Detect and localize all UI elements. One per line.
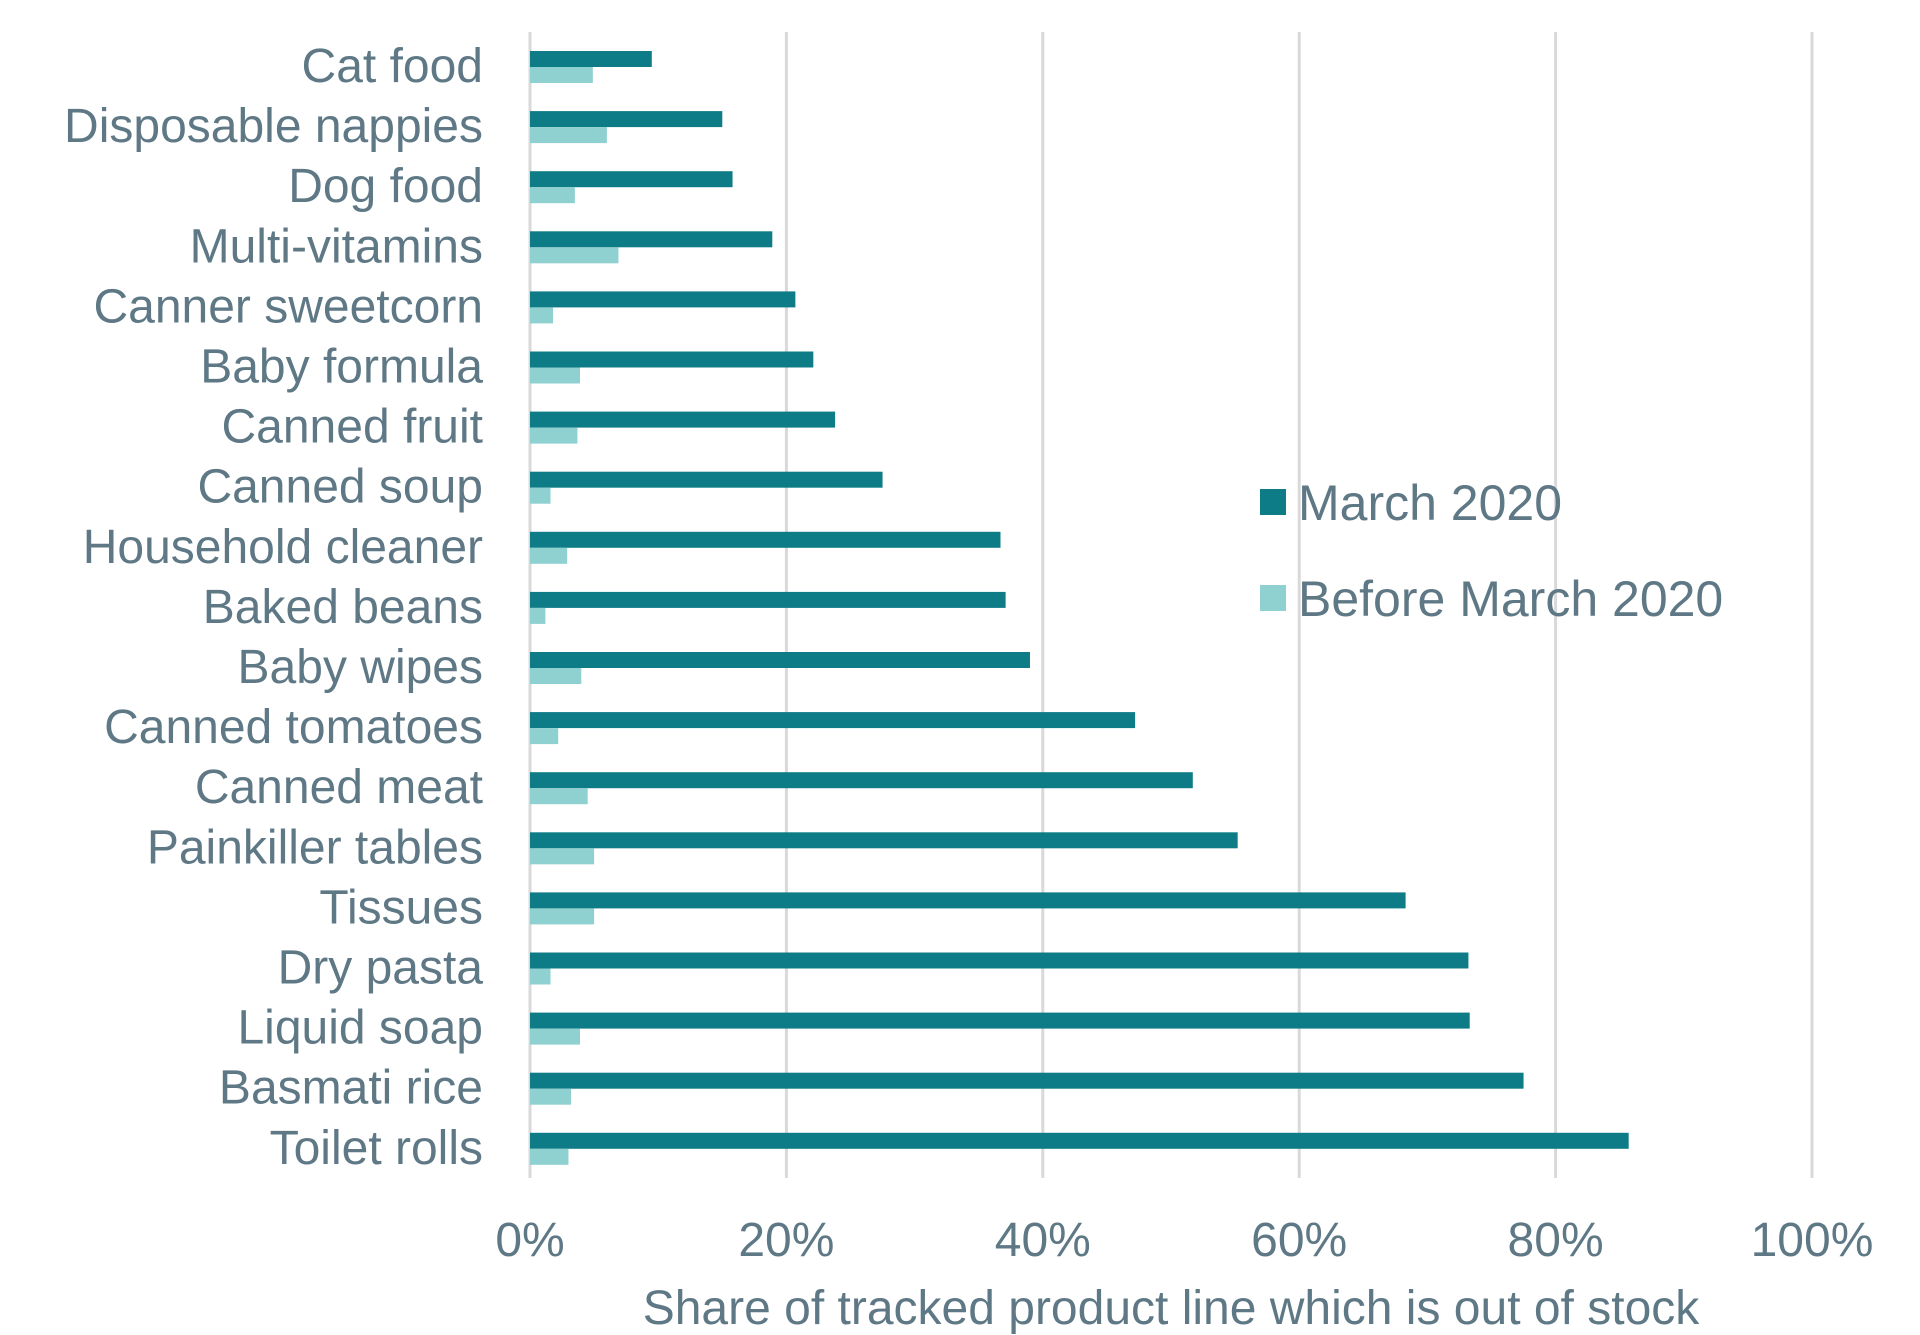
x-tick-label: 60% [1251,1214,1347,1267]
bar-before-march-2020-multi-vitamins [530,247,619,264]
bar-before-march-2020-household-cleaner [530,547,568,564]
bar-before-march-2020-basmati-rice [530,1088,572,1105]
category-label-canner-sweetcorn: Canner sweetcorn [93,280,483,333]
bar-before-march-2020-canned-meat [530,788,588,805]
category-label-baked-beans: Baked beans [203,581,483,634]
bar-before-march-2020-canned-fruit [530,427,578,444]
bar-march-2020-basmati-rice [530,1072,1524,1089]
legend-label-march-2020: March 2020 [1298,475,1562,531]
bar-march-2020-canned-fruit [530,411,836,428]
category-labels: Cat food Disposable nappies Dog food Multi-… [64,40,483,1175]
category-label-disposable-nappies: Disposable nappies [64,100,483,153]
bars [530,51,1629,1165]
legend-label-before-march-2020: Before March 2020 [1298,571,1723,627]
bar-before-march-2020-canned-soup [530,487,551,504]
bar-before-march-2020-baby-wipes [530,668,582,684]
legend-swatch-march-2020 [1260,489,1286,515]
bar-march-2020-dog-food [530,171,733,188]
legend: March 2020 Before March 2020 [1260,475,1723,627]
bar-before-march-2020-dry-pasta [530,968,551,985]
bar-march-2020-canned-meat [530,772,1193,789]
x-tick-label: 100% [1751,1214,1874,1267]
legend-swatch-before-march-2020 [1260,585,1286,611]
category-label-canned-fruit: Canned fruit [222,401,484,454]
bar-march-2020-baked-beans [530,591,1006,608]
category-label-cat-food: Cat food [302,40,483,93]
bar-march-2020-canned-tomatoes [530,712,1136,729]
x-tick-label: 20% [738,1214,834,1267]
bar-before-march-2020-baked-beans [530,607,546,624]
category-label-tissues: Tissues [319,881,483,934]
bar-march-2020-baby-wipes [530,652,1030,668]
bar-march-2020-liquid-soap [530,1012,1470,1029]
bar-march-2020-canned-soup [530,471,883,488]
category-label-baby-wipes: Baby wipes [238,641,483,694]
bar-before-march-2020-dog-food [530,187,575,204]
gridlines [528,32,1814,1178]
category-label-liquid-soap: Liquid soap [237,1002,483,1055]
category-label-household-cleaner: Household cleaner [83,521,483,574]
bar-before-march-2020-toilet-rolls [530,1148,569,1165]
bar-before-march-2020-cat-food [530,67,593,83]
x-axis-title: Share of tracked product line which is o… [643,1282,1701,1335]
bar-march-2020-toilet-rolls [530,1132,1629,1149]
x-tick-label: 80% [1508,1214,1604,1267]
bar-march-2020-dry-pasta [530,952,1469,969]
x-axis-ticks: 0% 20% 40% 60% 80% 100% [495,1214,1873,1267]
bar-before-march-2020-canner-sweetcorn [530,307,554,324]
bar-before-march-2020-baby-formula [530,367,580,384]
category-label-basmati-rice: Basmati rice [219,1062,483,1115]
bar-march-2020-cat-food [530,51,652,67]
bar-march-2020-painkiller-tables [530,832,1238,849]
bar-before-march-2020-liquid-soap [530,1028,580,1045]
bar-before-march-2020-canned-tomatoes [530,728,559,745]
category-label-dog-food: Dog food [288,160,483,213]
category-label-toilet-rolls: Toilet rolls [270,1122,483,1175]
bar-before-march-2020-painkiller-tables [530,848,595,865]
category-label-canned-meat: Canned meat [195,761,483,814]
category-label-baby-formula: Baby formula [200,341,483,394]
bar-march-2020-canner-sweetcorn [530,291,796,308]
bar-march-2020-household-cleaner [530,531,1001,548]
x-tick-label: 0% [495,1214,564,1267]
bar-march-2020-disposable-nappies [530,111,723,128]
category-label-canned-tomatoes: Canned tomatoes [104,701,483,754]
bar-before-march-2020-tissues [530,908,595,925]
bar-march-2020-multi-vitamins [530,231,773,248]
bar-march-2020-baby-formula [530,351,814,368]
category-label-canned-soup: Canned soup [197,461,483,514]
category-label-multi-vitamins: Multi-vitamins [190,220,483,273]
bar-march-2020-tissues [530,892,1406,909]
bar-before-march-2020-disposable-nappies [530,127,607,144]
category-label-painkiller-tables: Painkiller tables [147,821,483,874]
category-label-dry-pasta: Dry pasta [278,942,484,995]
x-tick-label: 40% [995,1214,1091,1267]
